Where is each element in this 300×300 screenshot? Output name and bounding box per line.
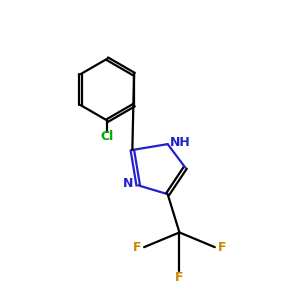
- Text: F: F: [133, 241, 141, 254]
- Text: Cl: Cl: [101, 130, 114, 143]
- Text: F: F: [218, 241, 226, 254]
- Text: F: F: [175, 271, 184, 284]
- Text: N: N: [123, 177, 134, 190]
- Text: NH: NH: [170, 136, 190, 149]
